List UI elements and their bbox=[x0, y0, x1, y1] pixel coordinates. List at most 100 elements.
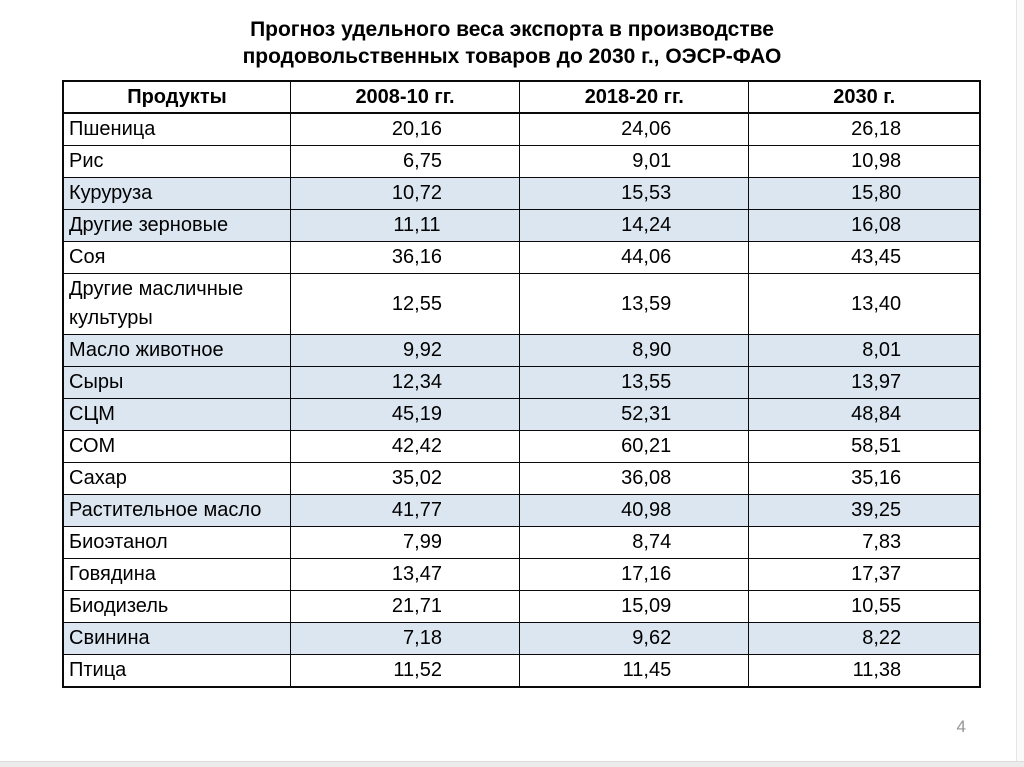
value-cell-2008-10: 12,34 bbox=[289, 366, 521, 399]
value-wrap: 35,16 bbox=[750, 467, 979, 490]
value-wrap: 10,98 bbox=[750, 150, 979, 173]
value-cell-2018-20: 8,90 bbox=[519, 334, 750, 367]
value-cell-2018-20: 40,98 bbox=[519, 494, 750, 527]
value-wrap: 40,98 bbox=[521, 499, 748, 522]
value-fraction-part: ,16 bbox=[414, 246, 442, 268]
value-fraction-part: ,77 bbox=[414, 499, 442, 521]
value-wrap: 11,38 bbox=[750, 659, 979, 682]
value-fraction-part: ,80 bbox=[873, 182, 902, 204]
product-name-cell: Другие зерновые bbox=[62, 209, 291, 242]
value-fraction-part: ,18 bbox=[414, 627, 442, 649]
value-wrap: 35,02 bbox=[291, 467, 518, 490]
value-integer-part: 35 bbox=[391, 467, 415, 489]
value-fraction-part: ,08 bbox=[873, 214, 902, 236]
value-integer-part: 52 bbox=[621, 403, 644, 425]
value-integer-part: 39 bbox=[851, 499, 874, 521]
value-fraction-part: ,19 bbox=[414, 403, 442, 425]
value-integer-part: 17 bbox=[851, 563, 874, 585]
page-number: 4 bbox=[956, 717, 966, 736]
value-wrap: 7,99 bbox=[291, 531, 518, 554]
value-fraction-part: ,71 bbox=[414, 595, 442, 617]
value-cell-2008-10: 10,72 bbox=[289, 177, 521, 210]
value-integer-part: 48 bbox=[851, 403, 874, 425]
value-fraction-part: ,06 bbox=[643, 118, 672, 140]
value-cell-2018-20: 8,74 bbox=[519, 526, 750, 559]
value-fraction-part: ,34 bbox=[414, 371, 442, 393]
value-fraction-part: ,90 bbox=[643, 339, 672, 361]
value-wrap: 7,83 bbox=[750, 531, 979, 554]
value-cell-2018-20: 15,09 bbox=[519, 590, 750, 623]
value-cell-2030: 8,22 bbox=[748, 622, 981, 655]
value-wrap: 36,16 bbox=[291, 246, 518, 269]
value-cell-2018-20: 11,45 bbox=[519, 654, 750, 688]
value-integer-part: 14 bbox=[621, 214, 644, 236]
value-cell-2008-10: 11,11 bbox=[289, 209, 521, 242]
product-name-cell: Пшеница bbox=[62, 112, 291, 146]
product-name-cell: Растительное масло bbox=[62, 494, 291, 527]
value-wrap: 42,42 bbox=[291, 435, 518, 458]
value-fraction-part: ,09 bbox=[643, 595, 672, 617]
value-wrap: 60,21 bbox=[521, 435, 748, 458]
product-name-cell: Биоэтанол bbox=[62, 526, 291, 559]
value-cell-2030: 15,80 bbox=[748, 177, 981, 210]
value-integer-part: 40 bbox=[621, 499, 644, 521]
value-fraction-part: ,21 bbox=[643, 435, 672, 457]
value-wrap: 15,80 bbox=[750, 182, 979, 205]
value-fraction-part: ,72 bbox=[414, 182, 442, 204]
table-row: Птица 11,52 11,45 11,38 bbox=[62, 654, 981, 688]
value-cell-2018-20: 14,24 bbox=[519, 209, 750, 242]
product-name-cell: Биодизель bbox=[62, 590, 291, 623]
value-fraction-part: ,47 bbox=[414, 563, 442, 585]
value-fraction-part: ,98 bbox=[873, 150, 902, 172]
value-wrap: 14,24 bbox=[521, 214, 748, 237]
table-row: Соя 36,16 44,06 43,45 bbox=[62, 241, 981, 274]
value-cell-2030: 13,97 bbox=[748, 366, 981, 399]
table-row: Другие масличные культуры 12,55 13,59 13… bbox=[62, 273, 981, 335]
table-row: Сыры 12,34 13,55 13,97 bbox=[62, 366, 981, 399]
value-wrap: 39,25 bbox=[750, 499, 979, 522]
value-integer-part: 21 bbox=[391, 595, 415, 617]
value-cell-2030: 39,25 bbox=[748, 494, 981, 527]
value-cell-2030: 10,55 bbox=[748, 590, 981, 623]
value-wrap: 43,45 bbox=[750, 246, 979, 269]
product-name-cell: Соя bbox=[62, 241, 291, 274]
value-integer-part: 7 bbox=[403, 531, 415, 553]
forecast-table: Продукты 2008-10 гг. 2018-20 гг. 2030 г.… bbox=[62, 80, 981, 688]
value-integer-part: 16 bbox=[851, 214, 874, 236]
value-integer-part: 24 bbox=[621, 118, 644, 140]
value-fraction-part: ,55 bbox=[414, 292, 442, 315]
value-integer-part: 8 bbox=[632, 531, 644, 553]
value-cell-2018-20: 9,01 bbox=[519, 145, 750, 178]
value-wrap: 8,74 bbox=[521, 531, 748, 554]
value-cell-2018-20: 9,62 bbox=[519, 622, 750, 655]
value-cell-2008-10: 11,52 bbox=[289, 654, 521, 688]
value-integer-part: 11 bbox=[393, 659, 415, 681]
value-integer-part: 13 bbox=[621, 371, 644, 393]
value-wrap: 45,19 bbox=[291, 403, 518, 426]
product-name-cell: Птица bbox=[62, 654, 291, 688]
value-fraction-part: ,55 bbox=[643, 371, 672, 393]
table-row: Пшеница 20,16 24,06 26,18 bbox=[62, 112, 981, 146]
value-integer-part: 15 bbox=[851, 182, 874, 204]
value-cell-2008-10: 9,92 bbox=[289, 334, 521, 367]
value-cell-2018-20: 17,16 bbox=[519, 558, 750, 591]
value-wrap: 21,71 bbox=[291, 595, 518, 618]
product-name-cell: Другие масличные культуры bbox=[62, 273, 291, 335]
value-integer-part: 7 bbox=[403, 627, 415, 649]
value-integer-part: 10 bbox=[851, 595, 874, 617]
product-name-cell: СОМ bbox=[62, 430, 291, 463]
value-integer-part: 20 bbox=[391, 118, 415, 140]
value-wrap: 17,37 bbox=[750, 563, 979, 586]
product-name-cell: Масло животное bbox=[62, 334, 291, 367]
value-fraction-part: ,06 bbox=[643, 246, 672, 268]
value-wrap: 10,55 bbox=[750, 595, 979, 618]
value-fraction-part: ,24 bbox=[643, 214, 672, 236]
value-wrap: 10,72 bbox=[291, 182, 518, 205]
table-row: СЦМ 45,19 52,31 48,84 bbox=[62, 398, 981, 431]
value-cell-2030: 35,16 bbox=[748, 462, 981, 495]
value-integer-part: 9 bbox=[632, 150, 644, 172]
product-name-cell: Говядина bbox=[62, 558, 291, 591]
value-integer-part: 43 bbox=[851, 246, 874, 268]
value-wrap: 58,51 bbox=[750, 435, 979, 458]
value-integer-part: 13 bbox=[851, 371, 874, 393]
